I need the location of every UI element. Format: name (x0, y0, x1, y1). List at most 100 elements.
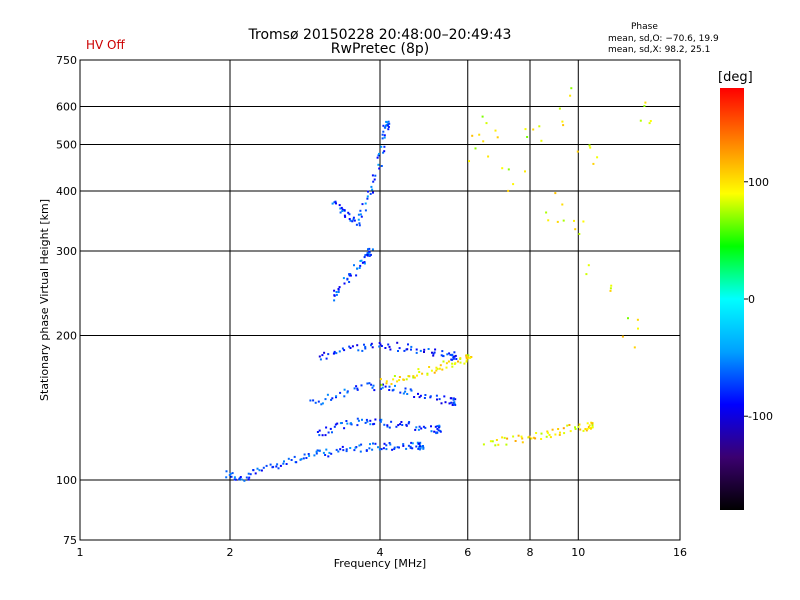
data-point (578, 233, 581, 235)
data-point (363, 261, 366, 263)
data-point (380, 418, 383, 421)
data-point (308, 454, 311, 457)
data-point (372, 191, 374, 194)
data-point (340, 206, 343, 209)
x-tick-label: 8 (527, 546, 534, 559)
data-point (231, 472, 234, 475)
data-point (285, 463, 288, 465)
data-point (321, 434, 324, 437)
data-point (225, 476, 228, 479)
data-point (637, 327, 639, 330)
data-point (347, 211, 350, 214)
data-point (507, 168, 510, 171)
data-point (371, 188, 374, 191)
data-point (412, 376, 415, 379)
data-point (318, 449, 321, 452)
data-point (428, 366, 431, 368)
data-point (435, 432, 438, 435)
data-point (360, 259, 363, 262)
data-point (407, 422, 410, 425)
data-point (589, 146, 592, 149)
data-point (333, 201, 336, 204)
data-point (453, 363, 456, 365)
data-point (330, 398, 333, 401)
data-point (409, 445, 412, 448)
data-point (418, 445, 421, 448)
data-point (313, 454, 316, 457)
data-point (450, 401, 453, 404)
data-point (465, 360, 468, 363)
data-point (390, 383, 393, 385)
data-point (453, 351, 456, 354)
y-tick-label: 600 (56, 101, 77, 114)
data-point (283, 460, 285, 463)
data-point (319, 358, 322, 361)
data-point (481, 115, 484, 118)
data-point (361, 418, 363, 421)
data-point (377, 446, 379, 449)
data-point (381, 133, 384, 136)
data-point (396, 341, 399, 344)
data-point (349, 447, 352, 449)
data-point (366, 195, 369, 198)
data-point (404, 390, 407, 393)
data-point (382, 124, 385, 127)
data-point (410, 389, 413, 392)
data-point (563, 432, 566, 435)
data-point (372, 384, 375, 387)
data-point (463, 362, 466, 365)
data-point (356, 417, 359, 420)
data-point (451, 365, 454, 368)
colorbar-label: [deg] (718, 70, 753, 85)
data-point (350, 422, 352, 425)
data-point (234, 478, 237, 481)
data-point (370, 383, 373, 386)
y-tick-label: 750 (56, 54, 77, 67)
data-point (441, 350, 444, 353)
data-point (360, 215, 363, 218)
data-point (455, 358, 458, 360)
data-point (558, 107, 561, 110)
data-point (393, 448, 396, 450)
data-point (448, 402, 451, 405)
data-point (440, 402, 443, 405)
data-point (506, 437, 509, 440)
data-point (370, 342, 373, 345)
data-point (512, 183, 515, 186)
data-point (324, 454, 327, 456)
data-point (335, 293, 338, 296)
x-tick-label: 2 (227, 546, 234, 559)
data-point (649, 120, 652, 122)
data-point (436, 427, 439, 430)
data-point (338, 286, 341, 289)
data-point (478, 133, 481, 136)
data-point (442, 360, 445, 363)
data-point (389, 348, 392, 351)
data-point (312, 399, 315, 402)
data-point (390, 420, 393, 423)
data-point (382, 447, 385, 450)
data-point (621, 335, 624, 338)
data-point (438, 426, 440, 429)
data-point (277, 467, 280, 470)
data-point (442, 354, 444, 357)
data-point (559, 431, 561, 434)
data-point (233, 478, 236, 481)
data-point (448, 352, 451, 355)
data-point (562, 427, 565, 430)
data-point (353, 219, 356, 222)
data-point (532, 128, 535, 131)
data-point (636, 318, 639, 321)
data-point (422, 445, 424, 447)
data-point (341, 445, 344, 448)
data-point (465, 359, 468, 362)
data-point (465, 354, 468, 357)
data-point (491, 440, 494, 443)
data-point (379, 419, 382, 422)
data-point (457, 360, 459, 363)
phase-stats-x: mean, sd,X: 98.2, 25.1 (608, 45, 711, 55)
data-point (357, 349, 360, 352)
data-point (546, 431, 549, 434)
hv-status-label: HV Off (86, 38, 125, 52)
data-point (432, 354, 435, 357)
